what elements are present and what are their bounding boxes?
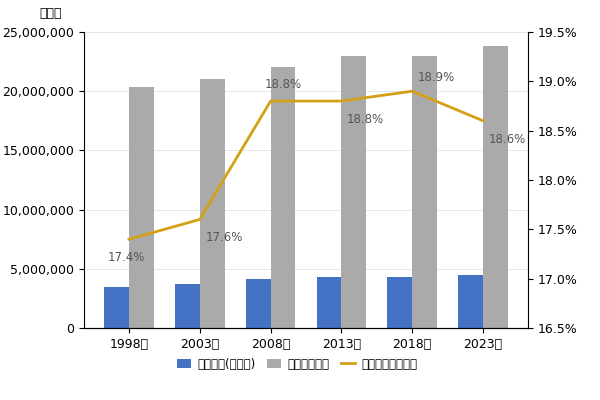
- 賃貸住宅の空室率: [196, 217, 203, 222]
- Bar: [388, 277, 412, 328]
- Text: 18.8%: 18.8%: [265, 78, 302, 91]
- 賃貸住宅の空室率: [479, 118, 487, 123]
- Bar: [175, 284, 200, 328]
- Text: 18.6%: 18.6%: [488, 132, 526, 146]
- Bar: [129, 87, 154, 328]
- Text: 18.8%: 18.8%: [347, 113, 384, 126]
- Bar: [341, 56, 366, 328]
- Bar: [317, 277, 341, 328]
- Line: 賃貸住宅の空室率: 賃貸住宅の空室率: [129, 91, 483, 239]
- Bar: [246, 278, 271, 328]
- Legend: 賃貸住宅(空き家), 賃貸住宅総数, 賃貸住宅の空室率: 賃貸住宅(空き家), 賃貸住宅総数, 賃貸住宅の空室率: [172, 353, 422, 375]
- Bar: [200, 79, 224, 328]
- 賃貸住宅の空室率: [338, 99, 345, 104]
- Text: 17.6%: 17.6%: [205, 231, 243, 244]
- Bar: [104, 286, 129, 328]
- 賃貸住宅の空室率: [409, 89, 416, 94]
- Bar: [412, 56, 437, 328]
- Text: 18.9%: 18.9%: [418, 71, 455, 84]
- Bar: [458, 275, 483, 328]
- Bar: [271, 68, 295, 328]
- Bar: [483, 46, 508, 328]
- Text: 17.4%: 17.4%: [108, 251, 145, 264]
- 賃貸住宅の空室率: [125, 237, 133, 242]
- Text: （戸）: （戸）: [40, 7, 62, 20]
- 賃貸住宅の空室率: [267, 99, 274, 104]
